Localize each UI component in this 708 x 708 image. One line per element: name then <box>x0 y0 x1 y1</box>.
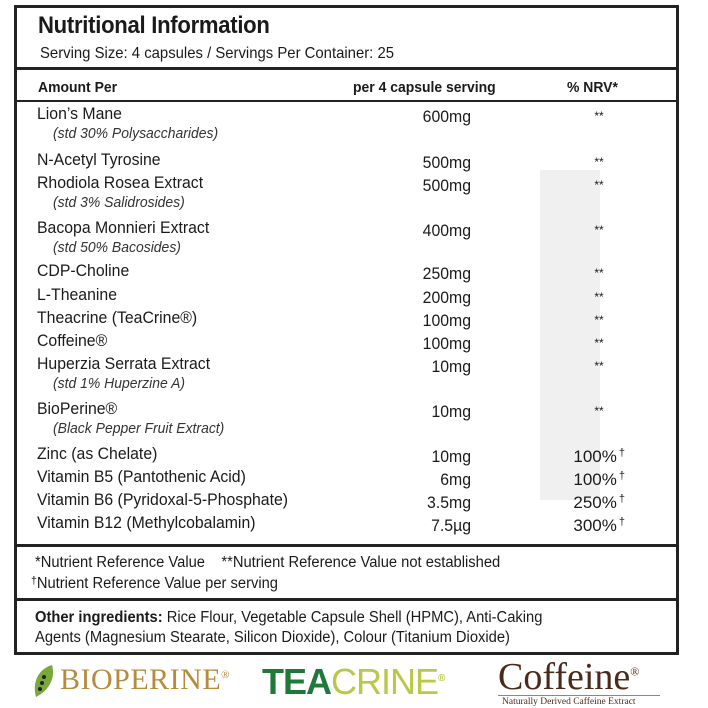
ingredient-nrv: 100% † <box>545 470 625 490</box>
ingredient-amount: 10mg <box>431 357 471 376</box>
ingredient-standardization: (std 30% Polysaccharides) <box>53 125 219 142</box>
ingredient-amount: 500mg <box>422 176 471 195</box>
reg-mark: ® <box>630 664 640 679</box>
divider <box>17 598 676 601</box>
ingredient-amount: 400mg <box>422 221 471 240</box>
nrv-value: ** <box>594 404 604 418</box>
ingredient-name: Vitamin B5 (Pantothenic Acid) <box>37 467 246 486</box>
coffeine-text: Coffeine <box>498 656 631 698</box>
ingredient-amount: 200mg <box>422 288 471 307</box>
other-ingredients: Other ingredients: Rice Flour, Vegetable… <box>35 609 542 627</box>
ingredient-amount: 100mg <box>422 334 471 353</box>
watermark-shape <box>540 170 600 500</box>
ingredient-name: Theacrine (TeaCrine®) <box>37 308 198 327</box>
ingredient-amount: 3.5mg <box>427 493 471 512</box>
brand-logos: BIOPERINE® TEACRINE® Coffeine® Naturally… <box>0 655 708 708</box>
nrv-value: 250% <box>573 493 617 512</box>
ingredient-nrv: ** <box>545 313 653 327</box>
nrv-value: ** <box>594 313 604 327</box>
serving-info: Serving Size: 4 capsules / Servings Per … <box>40 45 394 62</box>
reg-mark: ® <box>438 673 445 684</box>
nrv-value: ** <box>594 223 604 237</box>
ingredient-name: Bacopa Monnieri Extract <box>37 218 210 237</box>
other-ingredients-line1: Rice Flour, Vegetable Capsule Shell (HPM… <box>162 609 543 626</box>
dagger-mark: † <box>31 575 37 587</box>
ingredient-nrv: ** <box>545 266 653 280</box>
footnote-nrv: *Nutrient Reference Value **Nutrient Ref… <box>35 554 500 572</box>
ingredient-amount: 10mg <box>431 447 471 466</box>
other-ingredients-line2: Agents (Magnesium Stearate, Silicon Diox… <box>35 629 510 646</box>
nutrition-panel: Nutritional Information Serving Size: 4 … <box>14 5 679 655</box>
footnote-per-serving: †Nutrient Reference Value per serving <box>31 575 278 593</box>
ingredient-name: Huperzia Serrata Extract <box>37 354 211 373</box>
nrv-value: ** <box>594 109 604 123</box>
footnote-per-serving-text: Nutrient Reference Value per serving <box>36 575 278 592</box>
ingredient-standardization: (std 1% Huperzine A) <box>53 375 186 392</box>
ingredient-standardization: (std 3% Salidrosides) <box>53 194 185 211</box>
ingredient-amount: 500mg <box>422 153 471 172</box>
coffeine-logo: Coffeine® <box>498 655 639 699</box>
nrv-value: ** <box>594 178 604 192</box>
nrv-value: ** <box>594 155 604 169</box>
nrv-value: ** <box>594 266 604 280</box>
bioperine-logo: BIOPERINE® <box>60 663 230 697</box>
dagger-mark: † <box>618 447 625 459</box>
ingredient-nrv: ** <box>545 359 653 373</box>
ingredient-amount: 10mg <box>431 402 471 421</box>
divider <box>17 100 676 102</box>
ingredient-nrv: 300% † <box>545 516 625 536</box>
dagger-mark: † <box>618 493 625 505</box>
header-nrv: % NRV* <box>567 79 618 96</box>
ingredient-name: Vitamin B12 (Methylcobalamin) <box>37 513 256 532</box>
ingredient-amount: 6mg <box>440 470 471 489</box>
other-ingredients-label: Other ingredients: <box>35 609 163 626</box>
ingredient-standardization: (Black Pepper Fruit Extract) <box>53 420 225 437</box>
teacrine-tea: TEA <box>262 661 332 702</box>
footnote-not-established: **Nutrient Reference Value not establish… <box>221 554 501 571</box>
teacrine-logo: TEACRINE® <box>262 661 445 703</box>
ingredient-nrv: ** <box>545 290 653 304</box>
header-serving: per 4 capsule serving <box>353 79 496 96</box>
ingredient-amount: 250mg <box>422 264 471 283</box>
teacrine-crine: CRINE <box>331 661 439 702</box>
ingredient-nrv: ** <box>545 336 653 350</box>
dagger-mark: † <box>618 470 625 482</box>
nrv-value: 300% <box>573 516 617 535</box>
nrv-value: ** <box>594 336 604 350</box>
ingredient-nrv: ** <box>545 178 653 192</box>
ingredient-name: Rhodiola Rosea Extract <box>37 173 204 192</box>
ingredient-amount: 7.5µg <box>431 516 471 535</box>
ingredient-nrv: 100% † <box>545 447 625 467</box>
dagger-mark: † <box>618 516 625 528</box>
divider <box>17 544 676 547</box>
ingredient-name: Coffeine® <box>37 331 108 350</box>
divider <box>17 67 676 70</box>
bioperine-text: BIOPERINE <box>60 663 222 696</box>
ingredient-name: CDP-Choline <box>37 261 130 280</box>
nrv-value: ** <box>594 359 604 373</box>
coffeine-tagline: Naturally Derived Caffeine Extract <box>502 697 636 707</box>
ingredient-nrv: ** <box>545 404 653 418</box>
ingredient-name: L-Theanine <box>37 285 117 304</box>
ingredient-nrv: ** <box>545 223 653 237</box>
ingredient-amount: 600mg <box>422 107 471 126</box>
ingredient-nrv: 250% † <box>545 493 625 513</box>
ingredient-name: Vitamin B6 (Pyridoxal-5-Phosphate) <box>37 490 289 509</box>
ingredient-name: BioPerine® <box>37 399 118 418</box>
ingredient-nrv: ** <box>545 109 653 123</box>
ingredient-name: Lion’s Mane <box>37 104 122 123</box>
ingredient-nrv: ** <box>545 155 653 169</box>
ingredient-name: Zinc (as Chelate) <box>37 444 158 463</box>
reg-mark: ® <box>221 669 231 681</box>
pepper-leaf-icon <box>34 665 54 697</box>
header-amount-per: Amount Per <box>38 79 118 96</box>
ingredient-amount: 100mg <box>422 311 471 330</box>
nrv-value: ** <box>594 290 604 304</box>
nrv-value: 100% <box>573 470 617 489</box>
footnote-nrv-text: *Nutrient Reference Value <box>35 554 205 571</box>
nrv-value: 100% <box>573 447 617 466</box>
page-title: Nutritional Information <box>38 12 270 39</box>
ingredient-name: N-Acetyl Tyrosine <box>37 150 161 169</box>
ingredient-standardization: (std 50% Bacosides) <box>53 239 181 256</box>
